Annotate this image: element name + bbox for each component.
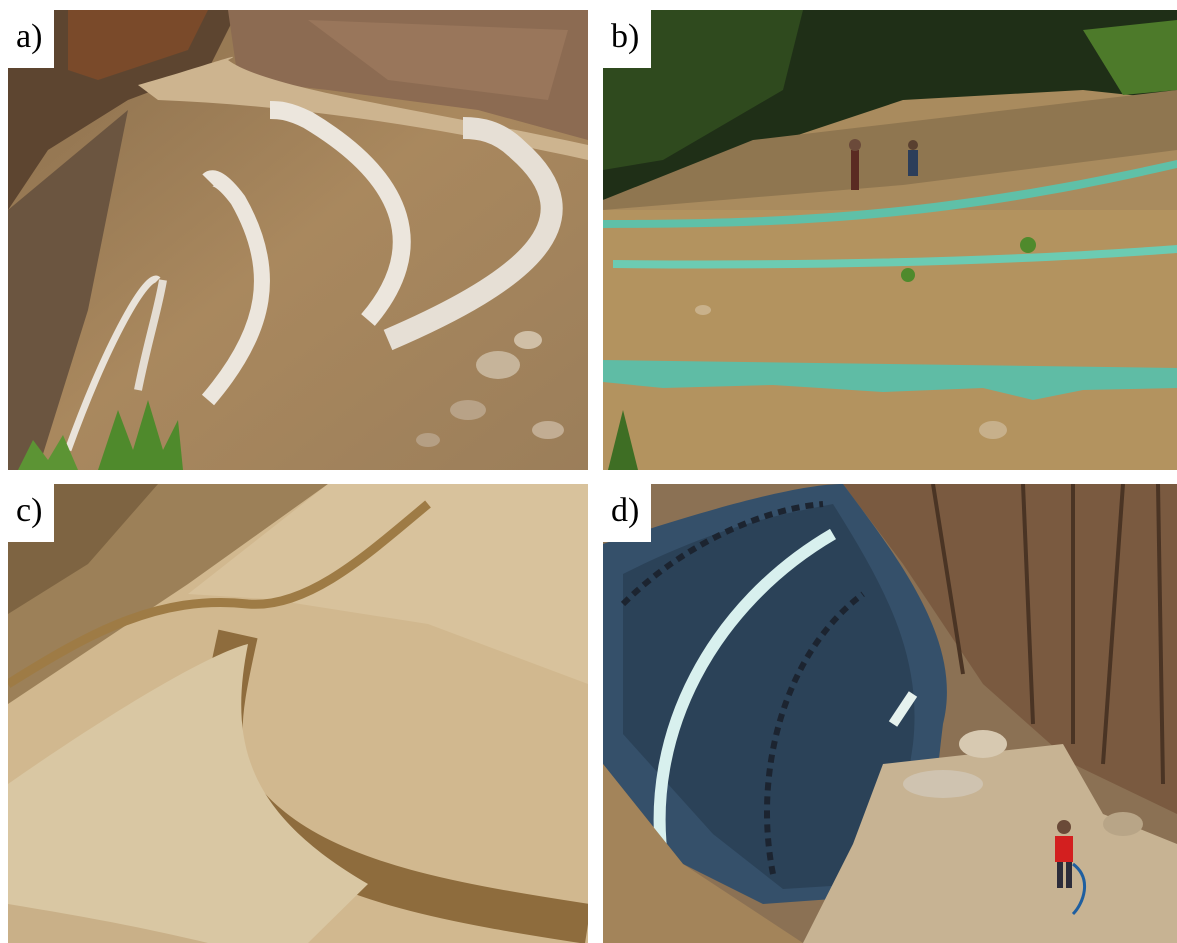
panel-a-label: a) xyxy=(8,10,55,68)
panel-c-label: c) xyxy=(8,484,55,542)
photo-panel-b: b) xyxy=(603,10,1177,470)
photo-b-green-net-contours xyxy=(603,10,1177,470)
photo-c-straw-terraces xyxy=(8,484,588,943)
panel-b-label: b) xyxy=(603,10,652,68)
photo-d-netted-slope xyxy=(603,484,1177,943)
photo-panel-d: d) xyxy=(603,484,1177,943)
photo-a-rock-contour-trenches xyxy=(8,10,588,470)
panel-d-label: d) xyxy=(603,484,652,542)
photo-panel-a: a) xyxy=(8,10,588,470)
photo-panel-c: c) xyxy=(8,484,588,943)
